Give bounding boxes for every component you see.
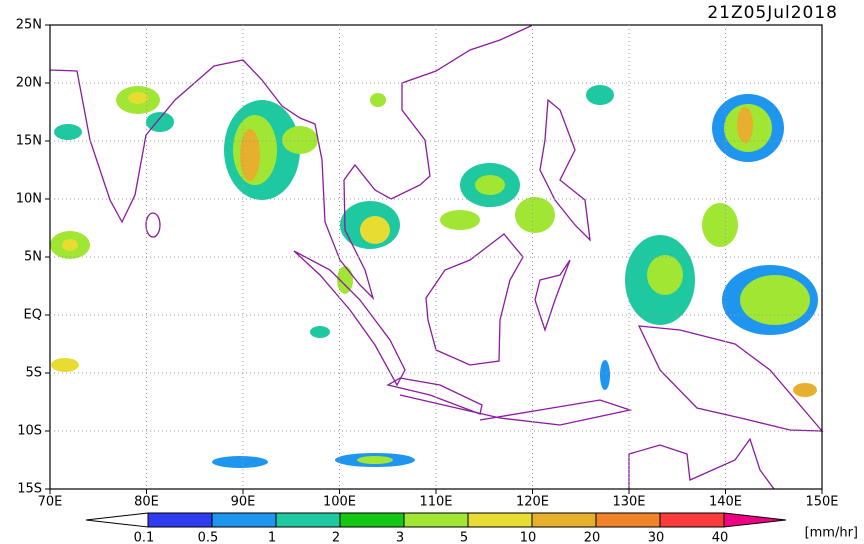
colorbar-swatch [595, 512, 661, 528]
x-tick-label: 130E [612, 495, 645, 510]
x-tick-label: 100E [323, 495, 356, 510]
colorbar-swatch [531, 512, 597, 528]
x-tick-label: 80E [134, 495, 159, 510]
colorbar-swatch [275, 512, 341, 528]
colorbar-swatch [339, 512, 405, 528]
colorbar-label: 30 [648, 531, 665, 544]
colorbar-label: 5 [460, 531, 468, 544]
colorbar-swatch [659, 512, 725, 528]
x-tick-label: 70E [38, 495, 63, 510]
colorbar-label: 10 [520, 531, 537, 544]
x-tick-label: 150E [805, 495, 838, 510]
colorbar-unit: [mm/hr] [805, 526, 858, 541]
x-tick-label: 120E [516, 495, 549, 510]
x-tick-label: 140E [709, 495, 742, 510]
y-tick-label: 10N [16, 192, 42, 207]
colorbar-swatch [467, 512, 533, 528]
colorbar-label: 0.1 [134, 531, 155, 544]
y-tick-label: 25N [16, 18, 42, 33]
map-title: 21Z05Jul2018 [707, 3, 838, 23]
colorbar-label: 40 [712, 531, 729, 544]
y-tick-label: EQ [24, 308, 42, 323]
colorbar-swatch [147, 512, 213, 528]
x-tick-label: 90E [231, 495, 256, 510]
colorbar-label: 2 [332, 531, 340, 544]
y-tick-label: 10S [17, 424, 42, 439]
colorbar-swatch [211, 512, 277, 528]
colorbar-triangle [85, 512, 149, 528]
colorbar-label: 3 [396, 531, 404, 544]
x-tick-label: 110E [419, 495, 452, 510]
rain-areas [50, 85, 818, 468]
y-tick-label: 15N [16, 134, 42, 149]
y-tick-label: 15S [17, 482, 42, 497]
y-tick-label: 20N [16, 76, 42, 91]
y-tick-label: 5S [25, 366, 42, 381]
colorbar-label: 0.5 [198, 531, 219, 544]
colorbar-label: 1 [268, 531, 276, 544]
colorbar-triangle [723, 512, 787, 528]
y-tick-label: 5N [24, 250, 42, 265]
colorbar-swatch [403, 512, 469, 528]
colorbar-label: 20 [584, 531, 601, 544]
